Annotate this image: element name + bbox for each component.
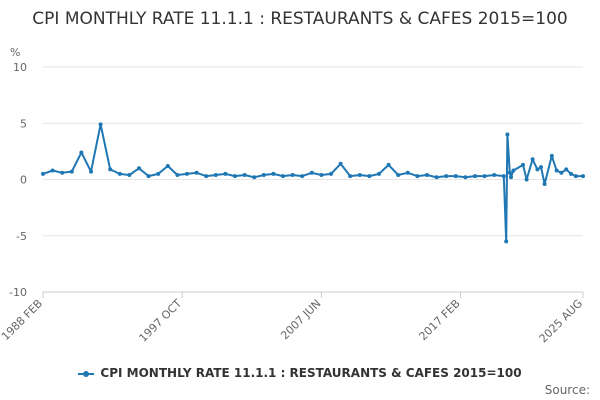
data-point[interactable] xyxy=(463,175,468,180)
data-point[interactable] xyxy=(554,168,559,173)
data-point[interactable] xyxy=(524,177,529,182)
data-point[interactable] xyxy=(348,174,353,179)
data-point[interactable] xyxy=(530,157,535,162)
data-point[interactable] xyxy=(539,165,543,170)
x-tick-label: 2007 JUN xyxy=(278,297,323,342)
data-point[interactable] xyxy=(501,174,506,179)
data-point[interactable] xyxy=(415,174,420,179)
data-point[interactable] xyxy=(542,182,547,186)
data-point[interactable] xyxy=(156,171,161,176)
data-point[interactable] xyxy=(146,174,151,179)
data-point[interactable] xyxy=(319,173,324,177)
y-tick-label: -10 xyxy=(9,286,27,299)
data-point[interactable] xyxy=(559,170,564,175)
data-point[interactable] xyxy=(405,170,410,175)
data-point[interactable] xyxy=(242,173,247,177)
data-point[interactable] xyxy=(127,173,132,177)
data-point[interactable] xyxy=(98,122,103,127)
data-point[interactable] xyxy=(117,171,122,176)
data-point[interactable] xyxy=(425,173,429,177)
data-point[interactable] xyxy=(564,167,569,172)
data-point[interactable] xyxy=(281,174,285,179)
data-point[interactable] xyxy=(507,170,512,175)
data-point[interactable] xyxy=(521,162,525,167)
series-line[interactable] xyxy=(42,123,583,243)
data-point[interactable] xyxy=(338,161,343,166)
x-tick-label: 2017 FEB xyxy=(417,297,463,343)
data-point[interactable] xyxy=(290,173,295,177)
data-point[interactable] xyxy=(569,171,573,176)
legend-label: CPI MONTHLY RATE 11.1.1 : RESTAURANTS & … xyxy=(100,366,522,380)
y-tick-label: -5 xyxy=(16,230,27,243)
data-point[interactable] xyxy=(473,174,477,179)
data-point[interactable] xyxy=(482,174,487,179)
x-tick-label: 1988 FEB xyxy=(0,297,45,343)
gridlines xyxy=(43,66,583,293)
y-tick-label: 0 xyxy=(20,174,27,187)
x-tick-label: 2025 AUG xyxy=(537,297,586,346)
data-point[interactable] xyxy=(89,169,93,174)
data-point[interactable] xyxy=(444,174,449,179)
data-point[interactable] xyxy=(377,171,381,176)
data-point[interactable] xyxy=(367,174,372,179)
data-point[interactable] xyxy=(357,173,362,177)
data-point[interactable] xyxy=(137,166,141,171)
data-point[interactable] xyxy=(185,171,189,176)
data-point[interactable] xyxy=(41,171,45,176)
data-point[interactable] xyxy=(194,170,199,175)
data-point[interactable] xyxy=(165,164,170,168)
data-point[interactable] xyxy=(175,173,180,177)
data-point[interactable] xyxy=(581,174,585,179)
data-point[interactable] xyxy=(504,239,509,244)
data-point[interactable] xyxy=(309,170,314,175)
data-point[interactable] xyxy=(108,167,113,172)
y-axis-label: % xyxy=(10,46,20,59)
data-point[interactable] xyxy=(213,173,218,177)
data-point[interactable] xyxy=(511,168,516,173)
axes: 10 5 0 -5 -10% 1988 FEB 1997 OCT 2007 JUN 2017 F… xyxy=(0,46,585,345)
data-point[interactable] xyxy=(509,175,513,180)
x-tick-label: 1997 OCT xyxy=(137,297,185,345)
data-point[interactable] xyxy=(271,171,276,176)
y-tick-label: 5 xyxy=(20,117,27,130)
data-point[interactable] xyxy=(396,173,401,177)
data-point[interactable] xyxy=(204,174,209,179)
data-point[interactable] xyxy=(492,173,497,177)
data-point[interactable] xyxy=(79,150,84,155)
data-point[interactable] xyxy=(252,175,257,180)
data-point[interactable] xyxy=(329,171,333,176)
data-point[interactable] xyxy=(535,167,540,172)
data-point[interactable] xyxy=(300,174,305,179)
data-point[interactable] xyxy=(261,173,266,177)
data-point[interactable] xyxy=(505,132,510,137)
data-point[interactable] xyxy=(453,174,458,179)
data-point[interactable] xyxy=(233,174,237,179)
data-point[interactable] xyxy=(386,162,391,167)
data-point[interactable] xyxy=(223,171,228,176)
series-layer xyxy=(41,122,585,244)
y-tick-label: 10 xyxy=(13,61,27,74)
source-credit[interactable]: Source: xyxy=(544,383,590,397)
data-point[interactable] xyxy=(573,174,578,179)
data-point[interactable] xyxy=(50,168,55,173)
data-point[interactable] xyxy=(60,170,65,175)
data-point[interactable] xyxy=(434,175,439,180)
legend-swatch-icon xyxy=(78,370,95,377)
data-point[interactable] xyxy=(549,153,554,158)
chart-title: CPI MONTHLY RATE 11.1.1 : RESTAURANTS & … xyxy=(32,9,568,29)
data-point[interactable] xyxy=(69,169,74,174)
legend[interactable]: CPI MONTHLY RATE 11.1.1 : RESTAURANTS & … xyxy=(0,366,600,380)
